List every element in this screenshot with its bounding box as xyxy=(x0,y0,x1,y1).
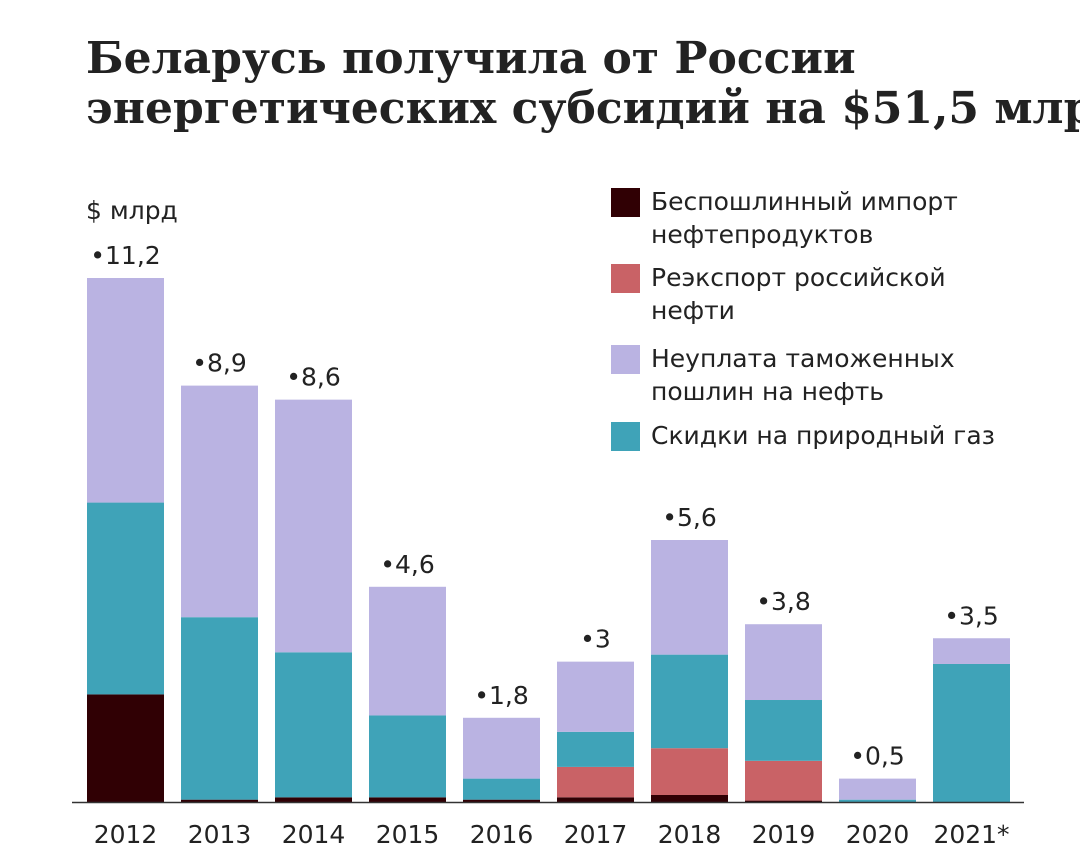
legend-label: Реэкспорт российской нефти xyxy=(651,261,1071,327)
x-tick-label-2014: 2014 xyxy=(282,820,346,849)
total-label-2020: •0,5 xyxy=(850,742,905,771)
bar-segment-2019-series-4 xyxy=(745,624,822,700)
x-tick-label-2020: 2020 xyxy=(846,820,910,849)
total-label-2015: •4,6 xyxy=(380,550,435,579)
x-tick-label-2018: 2018 xyxy=(658,820,722,849)
bar-segment-2012-series-4 xyxy=(87,278,164,503)
total-label-2014: •8,6 xyxy=(286,363,341,392)
bar-segment-2018-series-4 xyxy=(651,540,728,655)
bar-segment-2016-series-3 xyxy=(463,778,540,800)
total-label-2013: •8,9 xyxy=(192,349,247,378)
y-axis-unit-label: $ млрд xyxy=(86,196,178,225)
legend-label: Скидки на природный газ xyxy=(651,419,1071,452)
bar-segment-2018-series-1 xyxy=(651,794,728,802)
legend-label-line-1: Реэкспорт российской xyxy=(651,263,946,292)
bar-segment-2019-series-1 xyxy=(745,800,822,802)
total-label-2021*: •3,5 xyxy=(944,601,999,630)
bar-segment-2021*-series-3 xyxy=(933,663,1010,802)
total-label-2017: •3 xyxy=(580,625,611,654)
chart-title-line-2: энергетических субсидий на $51,5 млрд xyxy=(86,83,1080,134)
bar-segment-2017-series-3 xyxy=(557,731,634,767)
bar-segment-2014-series-4 xyxy=(275,399,352,653)
bar-segment-2015-series-3 xyxy=(369,715,446,798)
total-label-2018: •5,6 xyxy=(662,503,717,532)
x-tick-label-2019: 2019 xyxy=(752,820,816,849)
bar-segment-2021*-series-4 xyxy=(933,638,1010,664)
bar-segment-2016-series-4 xyxy=(463,717,540,779)
x-tick-label-2013: 2013 xyxy=(188,820,252,849)
bar-segment-2019-series-2 xyxy=(745,760,822,801)
bar-segment-2015-series-4 xyxy=(369,586,446,716)
bar-segment-2019-series-3 xyxy=(745,700,822,761)
chart-title: Беларусь получила от России энергетическ… xyxy=(86,33,1080,134)
x-tick-label-2017: 2017 xyxy=(564,820,628,849)
legend-swatch xyxy=(611,264,640,293)
bar-segment-2020-series-4 xyxy=(839,778,916,800)
bar-segment-2015-series-1 xyxy=(369,797,446,802)
bar-segment-2017-series-4 xyxy=(557,661,634,732)
bar-segment-2012-series-3 xyxy=(87,502,164,695)
x-tick-label-2021*: 2021* xyxy=(933,820,1009,849)
bar-segment-2017-series-2 xyxy=(557,766,634,798)
bar-segment-2012-series-1 xyxy=(87,694,164,802)
total-label-2016: •1,8 xyxy=(474,681,529,710)
legend-swatch xyxy=(611,345,640,374)
x-tick-label-2012: 2012 xyxy=(94,820,158,849)
legend-label-line-1: Беспошлинный импорт xyxy=(651,187,958,216)
bar-segment-2018-series-2 xyxy=(651,748,728,795)
bar-segment-2013-series-4 xyxy=(181,385,258,618)
legend-label-line-1: Скидки на природный газ xyxy=(651,421,995,450)
bar-segment-2020-series-3 xyxy=(839,799,916,802)
legend-label-line-2: нефти xyxy=(651,296,735,325)
legend-label: Беспошлинный импорт нефтепродуктов xyxy=(651,185,1071,251)
legend-label-line-1: Неуплата таможенных xyxy=(651,344,955,373)
bar-segment-2017-series-1 xyxy=(557,797,634,802)
bar-segment-2014-series-1 xyxy=(275,797,352,802)
chart-title-line-1: Беларусь получила от России xyxy=(86,33,856,84)
bar-segment-2014-series-3 xyxy=(275,652,352,798)
bar-segment-2016-series-1 xyxy=(463,799,540,802)
total-label-2019: •3,8 xyxy=(756,587,811,616)
legend-label: Неуплата таможенных пошлин на нефть xyxy=(651,342,1071,408)
bar-segment-2013-series-3 xyxy=(181,617,258,800)
x-tick-label-2015: 2015 xyxy=(376,820,440,849)
bar-segment-2018-series-3 xyxy=(651,654,728,749)
bar-segment-2013-series-1 xyxy=(181,799,258,802)
legend-swatch xyxy=(611,188,640,217)
x-tick-label-2016: 2016 xyxy=(470,820,534,849)
legend-label-line-2: пошлин на нефть xyxy=(651,377,885,406)
total-label-2012: •11,2 xyxy=(90,241,160,270)
legend-label-line-2: нефтепродуктов xyxy=(651,220,874,249)
legend-swatch xyxy=(611,422,640,451)
